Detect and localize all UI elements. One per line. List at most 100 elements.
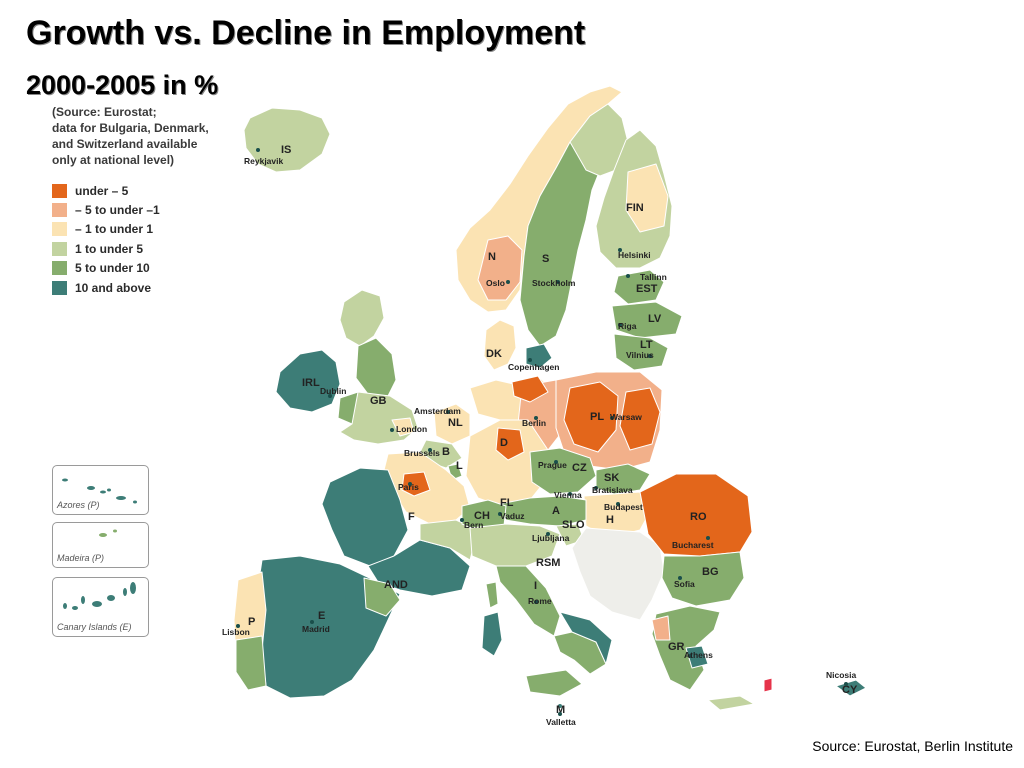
region-ireland <box>275 349 341 413</box>
map-legend: under – 5 – 5 to under –1 – 1 to under 1… <box>52 181 160 297</box>
legend-swatch <box>52 280 67 295</box>
country-code: B <box>442 446 450 458</box>
legend-swatch <box>52 222 67 237</box>
region-denmark <box>483 319 517 371</box>
country-code: LV <box>648 313 662 325</box>
city-label: Prague <box>538 460 567 470</box>
region-sicily <box>525 669 583 697</box>
region-cyprus <box>835 679 867 697</box>
legend-swatch <box>52 203 67 218</box>
city-label: Bern <box>464 520 483 530</box>
inset-azores: Azores (P) <box>52 465 149 515</box>
country-code: CZ <box>572 462 587 474</box>
source-note: (Source: Eurostat; data for Bulgaria, De… <box>52 104 222 168</box>
city-label: London <box>396 424 427 434</box>
legend-item: 10 and above <box>52 278 160 297</box>
source-note-line: data for Bulgaria, Denmark, <box>52 121 209 135</box>
city-label: Tallinn <box>640 272 667 282</box>
legend-item: 5 to under 10 <box>52 259 160 278</box>
page-subtitle: 2000-2005 in % <box>26 70 219 100</box>
legend-label: – 5 to under –1 <box>75 203 160 218</box>
city-label: Bucharest <box>672 540 714 550</box>
region-czech <box>529 447 597 495</box>
country-code: AND <box>384 579 408 591</box>
country-code: L <box>456 460 463 472</box>
country-code: GR <box>668 641 685 653</box>
region-athens <box>685 645 709 669</box>
legend-label: – 1 to under 1 <box>75 222 154 237</box>
city-label: Reykjavik <box>244 156 283 166</box>
city-label: Stockholm <box>532 278 576 288</box>
country-code: PL <box>590 411 604 423</box>
country-code: H <box>606 514 614 526</box>
country-code: NL <box>448 417 463 429</box>
region-spain-cat <box>363 577 401 617</box>
region-crete <box>707 695 755 711</box>
legend-label: 10 and above <box>75 280 152 295</box>
city-label: Dublin <box>320 386 346 396</box>
city-labels: Reykjavik Oslo Stockholm Helsinki Tallin… <box>222 156 857 727</box>
city-label: Paris <box>398 482 419 492</box>
country-code: SK <box>604 472 619 484</box>
region-norway-south <box>477 235 523 301</box>
region-corsica <box>485 581 499 609</box>
inset-madeira: Madeira (P) <box>52 522 149 568</box>
city-label: Warsaw <box>610 412 642 422</box>
legend-swatch <box>52 241 67 256</box>
country-code: A <box>552 505 560 517</box>
azores-islands <box>62 478 137 504</box>
region-germany-south <box>465 419 549 507</box>
country-code: CY <box>842 684 858 696</box>
footer-source: Source: Eurostat, Berlin Institute <box>812 738 1013 754</box>
legend-label: under – 5 <box>75 183 129 198</box>
inset-label: Madeira (P) <box>57 553 105 563</box>
country-code: FL <box>500 497 514 509</box>
region-bulgaria <box>661 551 745 607</box>
source-note-line: (Source: Eurostat; <box>52 105 157 119</box>
source-note-line: and Switzerland available <box>52 137 198 151</box>
region-poland-core <box>563 381 619 453</box>
region-gb-north <box>355 337 397 397</box>
country-code: P <box>248 616 255 628</box>
city-label: Madrid <box>302 624 330 634</box>
city-label: Brussels <box>404 448 440 458</box>
region-germany-ne <box>511 375 549 403</box>
region-rhodes <box>763 677 773 693</box>
legend-item: – 1 to under 1 <box>52 220 160 239</box>
country-code: GB <box>370 395 387 407</box>
country-code: F <box>408 511 415 523</box>
region-copenhagen <box>525 343 553 369</box>
city-label: Sofia <box>674 579 695 589</box>
legend-item: under – 5 <box>52 181 160 200</box>
country-code: I <box>534 580 537 592</box>
page-title: Growth vs. Decline in Employment <box>26 14 586 52</box>
legend-label: 1 to under 5 <box>75 241 144 256</box>
region-germany-core <box>495 427 525 461</box>
city-label: Nicosia <box>826 670 857 680</box>
country-code: E <box>318 610 325 622</box>
region-balkans-nodata <box>571 527 665 621</box>
city-label: Lisbon <box>222 627 250 637</box>
legend-item: 1 to under 5 <box>52 239 160 258</box>
legend-item: – 5 to under –1 <box>52 200 160 219</box>
country-code: EST <box>636 283 658 295</box>
region-latvia <box>611 301 683 339</box>
region-romania <box>639 473 753 557</box>
legend-swatch <box>52 183 67 198</box>
city-dots <box>236 148 848 716</box>
city-label: Helsinki <box>618 250 651 260</box>
city-label: Ljubljana <box>532 533 570 543</box>
city-label: Rome <box>528 596 552 606</box>
city-label: Oslo <box>486 278 505 288</box>
city-label: Budapest <box>604 502 643 512</box>
country-code: DK <box>486 348 502 360</box>
country-code: LT <box>640 339 653 351</box>
country-code: IRL <box>302 377 320 389</box>
city-label: Athens <box>684 650 713 660</box>
country-code: BG <box>702 566 719 578</box>
region-gb-scotland <box>339 289 385 347</box>
region-italy-north <box>469 523 561 567</box>
country-code: D <box>500 437 508 449</box>
region-lithuania <box>613 333 669 371</box>
region-finland-mid <box>625 163 669 233</box>
